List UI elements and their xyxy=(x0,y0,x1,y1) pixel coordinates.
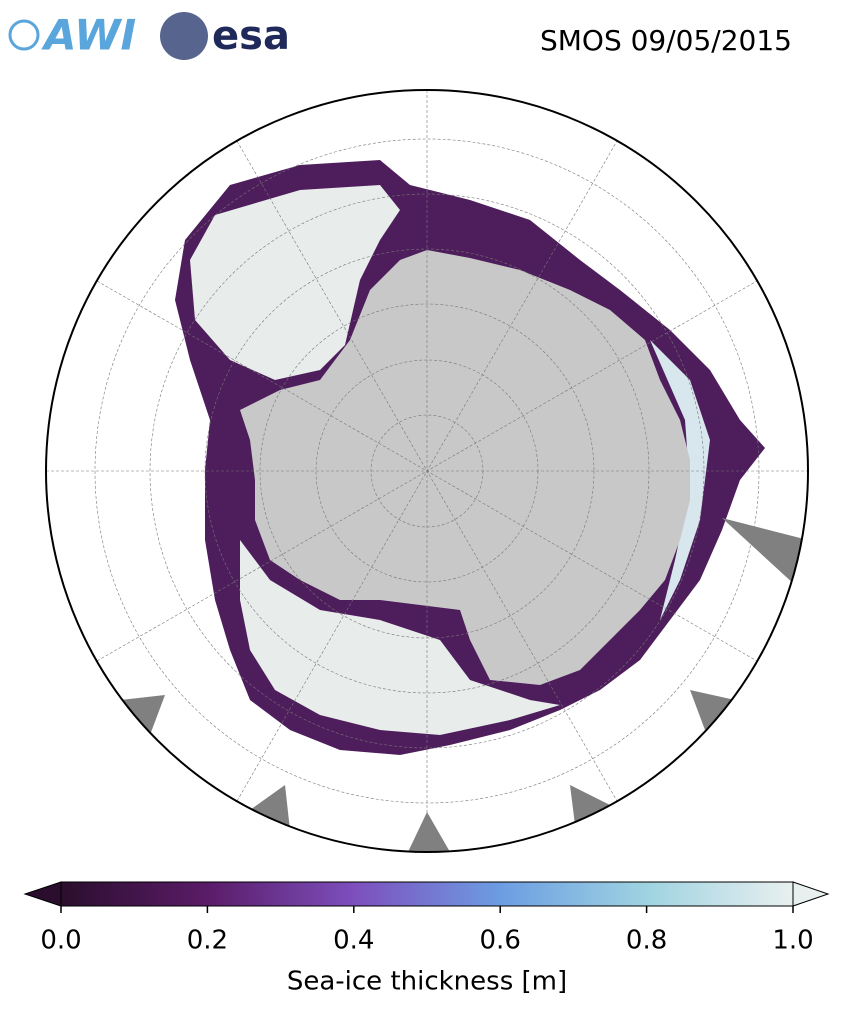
weddell-ice xyxy=(190,185,400,380)
map xyxy=(46,90,808,852)
colorbar-extend-high xyxy=(792,881,830,907)
colorbar xyxy=(23,881,830,913)
colorbar-label: Sea-ice thickness [m] xyxy=(287,967,567,997)
ross-ice xyxy=(240,540,560,735)
east-ice xyxy=(650,340,710,620)
tick-label: 0.8 xyxy=(626,926,667,956)
tick-label: 0.4 xyxy=(333,926,374,956)
graticule xyxy=(46,90,808,852)
esa-logo: esa xyxy=(160,12,290,60)
logo-text: esa xyxy=(212,13,290,59)
awi-logo: AWI xyxy=(8,11,136,60)
logo-text: AWI xyxy=(41,11,136,60)
map-title: SMOS 09/05/2015 xyxy=(540,24,792,57)
antarctica xyxy=(240,250,690,685)
tick-label: 0.0 xyxy=(40,926,81,956)
tick-label: 1.0 xyxy=(772,926,813,956)
tick-label: 0.6 xyxy=(480,926,521,956)
colorbar-gradient xyxy=(60,881,794,907)
colorbar-extend-low xyxy=(23,881,62,907)
tick-label: 0.2 xyxy=(187,926,228,956)
map-frame xyxy=(45,89,809,853)
